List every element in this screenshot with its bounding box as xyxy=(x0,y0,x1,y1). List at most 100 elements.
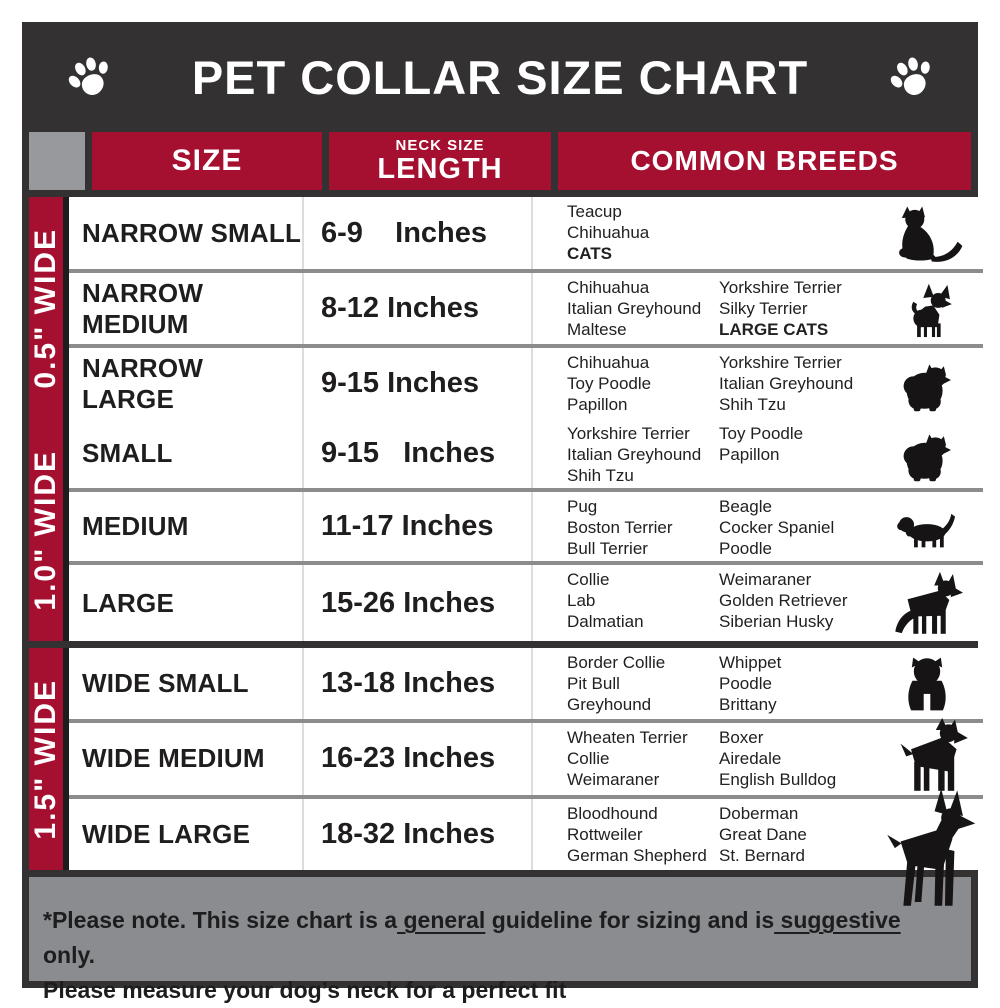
width-label: 1.0" WIDE xyxy=(29,449,62,611)
breed-name: Yorkshire Terrier xyxy=(719,278,842,297)
size-cell: NARROW MEDIUM xyxy=(82,277,204,339)
breed-column-2: Doberman Great Dane St. Bernard xyxy=(719,803,871,866)
width-label: 0.5" WIDE xyxy=(29,227,62,389)
group-rows: NARROW SMALL 6-9 Inches Teacup Chihuahua… xyxy=(69,197,983,419)
length-cell: 11-17 Inches xyxy=(302,492,531,561)
cat-icon xyxy=(899,206,963,262)
note-line-1: *Please note. This size chart is a gener… xyxy=(43,907,908,968)
breed-name: Golden Retriever xyxy=(719,591,848,610)
breed-name: Shih Tzu xyxy=(567,466,634,485)
column-header-size: SIZE xyxy=(92,132,322,190)
length-label: LENGTH xyxy=(377,152,503,185)
width-group-half-inch: 0.5" WIDE NARROW SMALL 6-9 Inches Teacup… xyxy=(29,197,983,419)
breed-name: Wheaten Terrier xyxy=(567,728,688,748)
column-header-length: NECK SIZE LENGTH xyxy=(329,132,551,190)
breeds-cell: Chihuahua Toy Poodle Papillon Yorkshire … xyxy=(531,348,983,419)
breeds-cell: Yorkshire Terrier Italian Greyhound Shih… xyxy=(531,419,983,488)
breed-name: Papillon xyxy=(567,395,628,414)
breeds-cell: Teacup Chihuahua CATS xyxy=(531,197,983,269)
page-title: PET COLLAR SIZE CHART xyxy=(191,50,809,104)
breed-name: Poodle xyxy=(719,539,772,558)
breed-column-1: Chihuahua Toy Poodle Papillon xyxy=(567,352,719,415)
table-row: SMALL 9-15 Inches Yorkshire Terrier Ital… xyxy=(69,419,983,488)
group-rows: WIDE SMALL 13-18 Inches Border Collie Pi… xyxy=(69,648,983,906)
breed-name: Toy Poodle xyxy=(567,374,652,393)
chihuahua-icon xyxy=(911,283,952,337)
breed-name: Dalmatian xyxy=(567,612,644,631)
breed-name: Collie xyxy=(567,749,610,769)
shepherd-icon xyxy=(895,571,963,634)
size-cell: LARGE xyxy=(82,587,174,618)
size-cell: SMALL xyxy=(82,438,173,468)
breed-name: Pit Bull xyxy=(567,674,620,693)
breed-icon-wrap xyxy=(871,423,983,488)
breed-name: Boxer xyxy=(719,728,764,748)
breeds-cell: Collie Lab Dalmatian Weimaraner Golden R… xyxy=(531,565,983,641)
bulldog-icon xyxy=(908,657,946,711)
breed-name: Maltese xyxy=(567,320,627,339)
breed-column-2: Weimaraner Golden Retriever Siberian Hus… xyxy=(719,569,871,632)
size-chart-sheet: PET COLLAR SIZE CHART SIZE NECK SIZE LEN… xyxy=(22,22,983,1003)
column-header-row: SIZE NECK SIZE LENGTH COMMON BREEDS xyxy=(29,132,971,190)
breed-icon-wrap xyxy=(871,569,983,641)
size-cell: WIDE MEDIUM xyxy=(82,743,265,774)
breed-icon-wrap xyxy=(871,352,983,419)
width-label-bar: 1.5" WIDE xyxy=(29,648,69,870)
title-bar: PET COLLAR SIZE CHART xyxy=(29,29,971,125)
table-row: NARROW SMALL 6-9 Inches Teacup Chihuahua… xyxy=(69,197,983,269)
breed-column-1: Chihuahua Italian Greyhound Maltese xyxy=(567,277,719,340)
breeds-cell: Pug Boston Terrier Bull Terrier Beagle C… xyxy=(531,492,983,561)
breed-icon-wrap xyxy=(871,277,983,344)
asterisk: * xyxy=(43,907,52,933)
breed-column-1: Collie Lab Dalmatian xyxy=(567,569,719,632)
breed-name: Great Dane xyxy=(719,824,807,844)
breed-column-2: Yorkshire Terrier Italian Greyhound Shih… xyxy=(719,352,871,415)
breed-name: Brittany xyxy=(719,695,777,714)
breed-name: Whippet xyxy=(719,653,782,672)
breed-name: Bull Terrier xyxy=(567,539,648,558)
length-cell: 13-18 Inches xyxy=(302,648,531,720)
paw-print-icon xyxy=(68,57,108,96)
doberman-icon xyxy=(887,788,976,906)
breed-column-1: Teacup Chihuahua CATS xyxy=(567,201,719,264)
breed-name: Rottweiler xyxy=(567,824,643,844)
breed-name: Silky Terrier xyxy=(719,299,808,318)
breed-name: Poodle xyxy=(719,674,772,693)
width-label: 1.5" WIDE xyxy=(29,678,62,840)
corner-cell xyxy=(29,132,85,190)
breeds-cell: Bloodhound Rottweiler German Shepherd Do… xyxy=(531,788,983,906)
breed-name: Doberman xyxy=(719,803,799,823)
breed-column-2: Whippet Poodle Brittany xyxy=(719,652,871,715)
breed-icon-wrap xyxy=(871,201,983,269)
pomeranian-icon xyxy=(903,433,951,481)
breeds-cell: Border Collie Pit Bull Greyhound Whippet… xyxy=(531,648,983,720)
breed-name: Boston Terrier xyxy=(567,518,673,537)
table-row: WIDE LARGE 18-32 Inches Bloodhound Rottw… xyxy=(69,788,983,906)
table-row: WIDE SMALL 13-18 Inches Border Collie Pi… xyxy=(69,648,983,720)
breed-name: German Shepherd xyxy=(567,845,707,865)
breed-name: Italian Greyhound xyxy=(719,374,854,393)
breed-column-2: Toy Poodle Papillon xyxy=(719,423,871,465)
breed-name: Papillon xyxy=(719,445,780,464)
breed-column-1: Border Collie Pit Bull Greyhound xyxy=(567,652,719,715)
breed-name: Yorkshire Terrier xyxy=(719,353,842,372)
breed-name: Greyhound xyxy=(567,695,652,714)
column-header-breeds: COMMON BREEDS xyxy=(558,132,971,190)
breed-name: Beagle xyxy=(719,497,772,516)
size-cell: WIDE LARGE xyxy=(82,818,251,849)
breed-column-1: Wheaten Terrier Collie Weimaraner xyxy=(567,727,719,790)
table-row: MEDIUM 11-17 Inches Pug Boston Terrier B… xyxy=(69,488,983,561)
breed-name: Italian Greyhound xyxy=(567,445,702,464)
length-cell: 9-15 Inches xyxy=(302,348,531,419)
breed-name: Chihuahua xyxy=(567,278,650,297)
length-cell: 6-9 Inches xyxy=(302,197,531,269)
width-label-bar: 0.5" WIDE xyxy=(29,197,69,419)
length-cell: 18-32 Inches xyxy=(302,798,531,870)
note-line-2: Please measure your dog’s neck for a per… xyxy=(43,977,567,1003)
breed-column-1: Bloodhound Rottweiler German Shepherd xyxy=(567,803,719,866)
width-label-bar: 1.0" WIDE xyxy=(29,419,69,641)
length-cell: 8-12 Inches xyxy=(302,273,531,344)
breed-name: Cocker Spaniel xyxy=(719,518,835,537)
breed-name: Italian Greyhound xyxy=(567,299,702,318)
table-row: NARROW MEDIUM 8-12 Inches Chihuahua Ital… xyxy=(69,269,983,344)
